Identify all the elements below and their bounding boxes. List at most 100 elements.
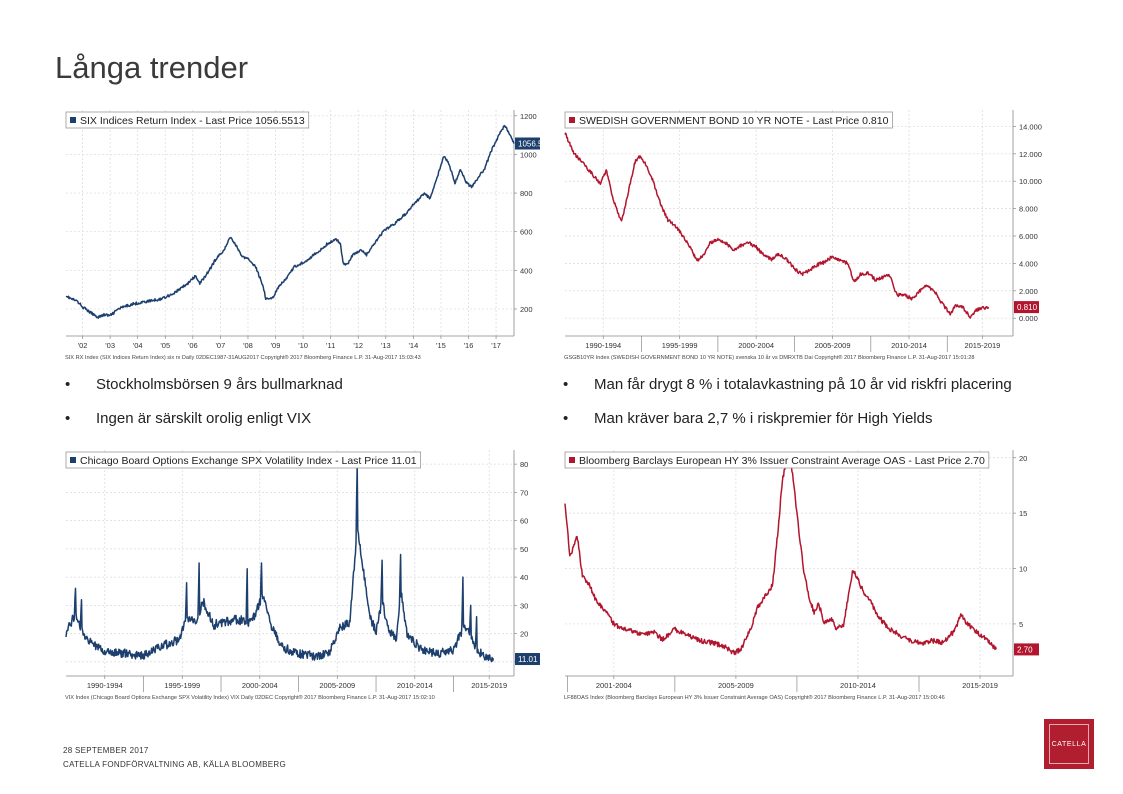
y-tick-label: 14.000 <box>1019 122 1042 131</box>
x-tick-label: 1995-1999 <box>662 341 698 350</box>
legend-swatch <box>569 457 575 463</box>
slide-title: Långa trender <box>55 50 249 85</box>
legend-label: SIX Indices Return Index - Last Price 10… <box>80 115 305 127</box>
chart-source-text: GSGB10YR Index (SWEDISH GOVERNMENT BOND … <box>564 354 974 361</box>
y-tick-label: 200 <box>520 305 533 314</box>
chart-background <box>63 447 543 702</box>
x-tick-label: 2000-2004 <box>738 341 774 350</box>
x-tick-label: 2015-2019 <box>471 681 507 690</box>
last-value-label: 11.01 <box>518 655 538 664</box>
y-tick-label: 10 <box>1019 565 1027 574</box>
y-tick-label: 800 <box>520 189 533 198</box>
x-tick-label: 1990-1994 <box>87 681 123 690</box>
x-tick-label: '04 <box>133 341 143 350</box>
footer-source: CATELLA FONDFÖRVALTNING AB, KÄLLA BLOOMB… <box>63 760 287 769</box>
x-tick-label: '03 <box>105 341 115 350</box>
x-tick-label: '02 <box>78 341 88 350</box>
x-tick-label: 2005-2009 <box>718 681 754 690</box>
y-tick-label: 50 <box>520 545 528 554</box>
y-tick-label: 6.000 <box>1019 232 1038 241</box>
legend-box <box>564 111 893 129</box>
last-value-tag <box>515 653 540 666</box>
legend-label: SWEDISH GOVERNMENT BOND 10 YR NOTE - Las… <box>579 115 889 127</box>
chart-background <box>562 447 1042 702</box>
x-tick-label: '08 <box>243 341 253 350</box>
bullets-right: Man får drygt 8 % i totalavkastning på 1… <box>563 375 1012 443</box>
bond-series-line <box>564 132 990 319</box>
y-tick-label: 5 <box>1019 620 1023 629</box>
six-series-line <box>65 124 515 319</box>
y-tick-label: 20 <box>520 630 528 639</box>
bullets-left: Stockholmsbörsen 9 års bullmarknad Ingen… <box>65 375 343 443</box>
bullet-item: Man kräver bara 2,7 % i riskpremier för … <box>563 409 1012 443</box>
footer-date: 28 SEPTEMBER 2017 <box>63 746 149 755</box>
y-tick-label: 10.000 <box>1019 177 1042 186</box>
x-tick-label: '07 <box>215 341 225 350</box>
legend-label: Bloomberg Barclays European HY 3% Issuer… <box>579 455 985 467</box>
x-tick-label: 2015-2019 <box>962 681 998 690</box>
last-value-tag <box>1014 643 1039 656</box>
chart-background <box>562 107 1042 362</box>
x-tick-label: 2015-2019 <box>964 341 1000 350</box>
legend: Chicago Board Options Exchange SPX Volat… <box>65 451 421 469</box>
x-tick-label: 2010-2014 <box>397 681 433 690</box>
x-tick-label: '14 <box>408 341 418 350</box>
x-tick-label: '06 <box>188 341 198 350</box>
y-tick-label: 20 <box>1019 454 1027 463</box>
x-tick-label: '12 <box>353 341 363 350</box>
x-tick-label: '10 <box>298 341 308 350</box>
x-tick-label: '16 <box>464 341 474 350</box>
legend-swatch <box>70 457 76 463</box>
bullet-item: Ingen är särskilt orolig enligt VIX <box>65 409 343 443</box>
chart-source-text: VIX Index (Chicago Board Options Exchang… <box>65 694 435 701</box>
y-tick-label: 15 <box>1019 509 1027 518</box>
legend-box <box>65 111 310 129</box>
legend: SIX Indices Return Index - Last Price 10… <box>65 111 310 129</box>
last-value-label: 1056.5513 <box>518 140 543 149</box>
hy-svg: 5 10 15 20 2001-2004 2005-2009 2010-2014 2015-2… <box>562 447 1042 702</box>
x-tick-label: 2010-2014 <box>840 681 876 690</box>
bullet-item: Man får drygt 8 % i totalavkastning på 1… <box>563 375 1012 409</box>
six-svg: 200 400 600 800 1000 1200 '02 '03 '04 '05 '06 '07 '0… <box>63 107 543 362</box>
last-value-label: 2.70 <box>1017 645 1033 654</box>
chart-six-return-index: 200 400 600 800 1000 1200 '02 '03 '04 '05 '06 '07 '0… <box>63 107 543 362</box>
chart-swedish-bond-10yr: 0.000 2.000 4.000 6.000 8.000 10.000 12.000 14.… <box>562 107 1042 362</box>
legend: Bloomberg Barclays European HY 3% Issuer… <box>564 451 990 469</box>
vix-svg: 10203040506070801990-19941995-19992000-2… <box>63 447 543 702</box>
logo-text: CATELLA <box>1051 740 1087 748</box>
y-tick-label: 70 <box>520 488 528 497</box>
x-tick-label: '17 <box>491 341 501 350</box>
y-tick-label: 400 <box>520 266 533 275</box>
chart-european-hy-oas: 5 10 15 20 2001-2004 2005-2009 2010-2014 2015-2… <box>562 447 1042 702</box>
y-tick-label: 40 <box>520 573 528 582</box>
y-tick-label: 4.000 <box>1019 259 1038 268</box>
vix-series-line <box>65 463 495 663</box>
y-tick-label: 0.000 <box>1019 314 1038 323</box>
x-tick-label: 2000-2004 <box>242 681 278 690</box>
y-tick-label: 8.000 <box>1019 205 1038 214</box>
x-tick-label: 1990-1994 <box>585 341 621 350</box>
legend-swatch <box>569 117 575 123</box>
last-value-tag <box>515 137 540 150</box>
y-tick-label: 12.000 <box>1019 150 1042 159</box>
y-tick-label: 1000 <box>520 150 537 159</box>
y-tick-label: 2.000 <box>1019 287 1038 296</box>
legend-label: Chicago Board Options Exchange SPX Volat… <box>80 455 417 467</box>
hy-series-line <box>564 452 997 656</box>
y-tick-label: 1200 <box>520 112 537 121</box>
y-tick-label: 30 <box>520 601 528 610</box>
bullet-item: Stockholmsbörsen 9 års bullmarknad <box>65 375 343 409</box>
legend-swatch <box>70 117 76 123</box>
last-value-label: 0.810 <box>1017 303 1038 312</box>
legend: SWEDISH GOVERNMENT BOND 10 YR NOTE - Las… <box>564 111 893 129</box>
logo-frame: CATELLA <box>1049 724 1089 764</box>
x-tick-label: 2005-2009 <box>815 341 851 350</box>
bond-svg: 0.000 2.000 4.000 6.000 8.000 10.000 12.000 14.… <box>562 107 1042 362</box>
x-tick-label: '05 <box>160 341 170 350</box>
x-tick-label: '13 <box>381 341 391 350</box>
y-tick-label: 80 <box>520 460 528 469</box>
legend-box <box>65 451 421 469</box>
y-tick-label: 600 <box>520 228 533 237</box>
catella-logo: CATELLA <box>1044 719 1094 769</box>
x-tick-label: 1995-1999 <box>164 681 200 690</box>
